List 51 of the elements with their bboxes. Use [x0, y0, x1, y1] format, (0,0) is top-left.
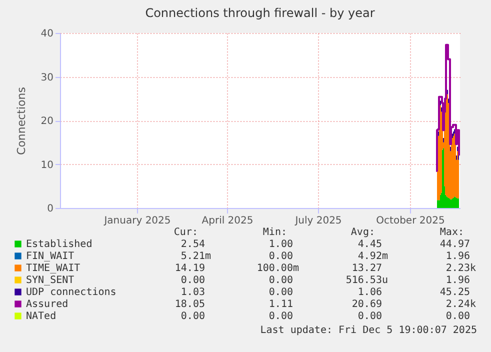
- text: 2.54: [180, 239, 205, 250]
- legend-label: Assured: [26, 299, 68, 310]
- text: 2.23k: [446, 263, 476, 274]
- text: 0.00: [446, 311, 470, 322]
- text: Max:: [440, 227, 464, 238]
- text: 44.97: [440, 239, 470, 250]
- y-tick-label: 40: [40, 28, 54, 40]
- text: 45.25: [440, 287, 470, 298]
- text: 1.11: [268, 299, 293, 310]
- text: Min:: [262, 227, 287, 238]
- y-tick-label: 20: [40, 116, 54, 127]
- text: 0.00: [180, 311, 205, 322]
- text: Cur:: [174, 227, 198, 238]
- text: 0.00: [268, 311, 293, 322]
- text: 0.00: [268, 275, 293, 286]
- text: Avg:: [350, 227, 375, 238]
- x-tick-label: October 2025: [376, 216, 445, 226]
- text: 0.00: [268, 251, 293, 262]
- chart-title: Connections through firewall - by year: [145, 6, 375, 20]
- text: 4.45: [358, 239, 382, 250]
- x-tick-label: January 2025: [103, 216, 171, 226]
- text: 1.96: [446, 251, 470, 262]
- text: 2.24k: [446, 299, 476, 310]
- text: 100.00m: [256, 263, 299, 274]
- text: 20.69: [352, 299, 382, 310]
- text: 0.00: [180, 275, 205, 286]
- legend-label: UDP connections: [26, 287, 116, 298]
- legend-label: TIME_WAIT: [26, 263, 80, 274]
- legend-label: FIN_WAIT: [26, 251, 74, 262]
- y-axis-title: Connections: [14, 86, 28, 155]
- text: 5.21m: [180, 251, 211, 262]
- text: 1.96: [446, 275, 470, 286]
- legend-label: SYN_SENT: [26, 275, 74, 286]
- text: 14.19: [174, 263, 205, 274]
- text: Last update: Fri Dec 5 19:00:07 2025: [260, 325, 477, 336]
- y-tick-label: 0: [47, 204, 54, 214]
- x-tick-label: April 2025: [202, 216, 254, 226]
- text: 0.00: [268, 287, 293, 298]
- text: 1.03: [180, 287, 205, 298]
- text: 18.05: [174, 299, 205, 310]
- y-tick-label: 30: [40, 72, 54, 84]
- legend-label: Established: [26, 239, 92, 250]
- legend-label: NATed: [26, 311, 56, 322]
- text: 0.00: [358, 311, 382, 322]
- text: 1.00: [268, 239, 293, 250]
- x-tick-label: July 2025: [294, 216, 342, 226]
- text: 13.27: [352, 263, 382, 274]
- text: 516.53u: [346, 275, 388, 286]
- y-tick-label: 10: [40, 160, 54, 171]
- text: 4.92m: [358, 251, 388, 262]
- text: 1.06: [358, 287, 382, 298]
